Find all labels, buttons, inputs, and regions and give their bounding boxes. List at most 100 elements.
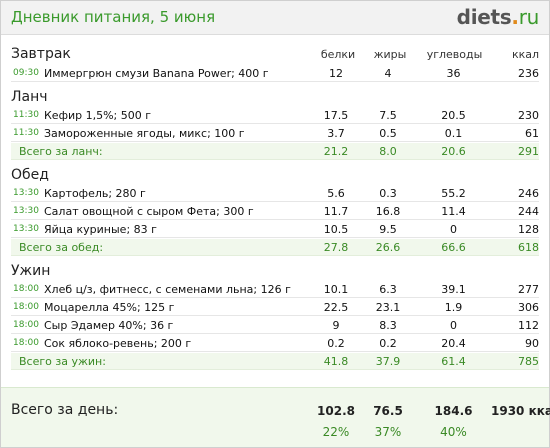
total-label: Всего за ужин:: [19, 355, 106, 368]
row-kcal: 128: [518, 223, 539, 236]
day-total-fat: 76.5: [373, 404, 403, 418]
row-time: 13:30: [13, 188, 39, 198]
row-kcal: 230: [518, 109, 539, 122]
row-protein: 10.1: [323, 283, 349, 296]
total-kcal: 618: [518, 241, 539, 254]
section-title: Ужин: [11, 263, 51, 279]
row-kcal: 236: [518, 67, 539, 80]
total-fat: 26.6: [375, 241, 401, 254]
day-protein-percent: 22%: [322, 425, 350, 439]
section-total-row: Всего за обед: 27.8 26.6 66.6 618: [11, 239, 539, 256]
row-fat: 0.2: [379, 337, 397, 350]
page-title: Дневник питания, 5 июня: [11, 8, 216, 26]
row-name: Сыр Эдамер 40%; 36 г: [44, 319, 174, 332]
day-total-carbs: 184.6: [434, 404, 473, 418]
table-row[interactable]: 18:00 Хлеб ц/з, фитнесс, с семенами льна…: [11, 281, 539, 298]
table-row[interactable]: 13:30 Салат овощной с сыром Фета; 300 г …: [11, 203, 539, 220]
row-protein: 9: [332, 319, 340, 332]
row-carbs: 0: [450, 223, 457, 236]
row-name: Кефир 1,5%; 500 г: [44, 109, 152, 122]
section-title: Завтрак: [11, 46, 71, 62]
row-time: 18:00: [13, 320, 39, 330]
row-name: Моцарелла 45%; 125 г: [44, 301, 175, 314]
row-time: 18:00: [13, 284, 39, 294]
section-total-row: Всего за ланч: 21.2 8.0 20.6 291: [11, 143, 539, 160]
total-protein: 21.2: [323, 145, 349, 158]
row-kcal: 306: [518, 301, 539, 314]
total-carbs: 66.6: [441, 241, 466, 254]
row-protein: 17.5: [323, 109, 349, 122]
col-kcal: ккал: [511, 48, 539, 61]
day-total-kcal: 1930 ккал: [491, 404, 550, 418]
row-name: Картофель; 280 г: [44, 187, 146, 200]
total-protein: 27.8: [323, 241, 349, 254]
total-kcal: 785: [518, 355, 539, 368]
day-total-panel: Всего за день: 102.8 76.5 184.6 1930 кка…: [1, 387, 550, 447]
row-fat: 4: [384, 67, 392, 80]
table-row[interactable]: 18:00 Сыр Эдамер 40%; 36 г 9 8.3 0 112: [11, 317, 539, 334]
total-label: Всего за обед:: [19, 241, 104, 254]
row-kcal: 112: [518, 319, 539, 332]
row-protein: 22.5: [323, 301, 349, 314]
row-carbs: 20.4: [441, 337, 466, 350]
row-fat: 9.5: [379, 223, 397, 236]
row-kcal: 244: [518, 205, 539, 218]
table-row[interactable]: 18:00 Моцарелла 45%; 125 г 22.5 23.1 1.9…: [11, 299, 539, 316]
section-title: Обед: [11, 167, 49, 183]
table-row[interactable]: 11:30 Замороженные ягоды, микс; 100 г 3.…: [11, 125, 539, 142]
row-fat: 0.5: [379, 127, 397, 140]
row-carbs: 39.1: [441, 283, 466, 296]
row-name: Салат овощной с сыром Фета; 300 г: [44, 205, 254, 218]
section-total-row: Всего за ужин: 41.8 37.9 61.4 785: [11, 353, 539, 370]
row-time: 18:00: [13, 302, 39, 312]
row-kcal: 246: [518, 187, 539, 200]
table-row[interactable]: 09:30 Иммергрюн смузи Banana Power; 400 …: [11, 65, 539, 82]
table-row[interactable]: 13:30 Яйца куриные; 83 г 10.5 9.5 0 128: [11, 221, 539, 238]
row-kcal: 277: [518, 283, 539, 296]
row-protein: 11.7: [323, 205, 349, 218]
total-fat: 8.0: [379, 145, 397, 158]
day-total-protein: 102.8: [317, 404, 355, 418]
total-label: Всего за ланч:: [19, 145, 103, 158]
row-kcal: 61: [525, 127, 539, 140]
total-kcal: 291: [518, 145, 539, 158]
row-carbs: 0.1: [444, 127, 463, 140]
table-row[interactable]: 11:30 Кефир 1,5%; 500 г 17.5 7.5 20.5 23…: [11, 107, 539, 124]
row-protein: 0.2: [327, 337, 345, 350]
row-fat: 16.8: [375, 205, 401, 218]
row-carbs: 0: [450, 319, 457, 332]
row-name: Замороженные ягоды, микс; 100 г: [44, 127, 245, 140]
row-protein: 5.6: [327, 187, 345, 200]
row-name: Сок яблоко-ревень; 200 г: [44, 337, 192, 350]
row-protein: 12: [329, 67, 343, 80]
row-carbs: 1.9: [444, 301, 463, 314]
table-row[interactable]: 18:00 Сок яблоко-ревень; 200 г 0.2 0.2 2…: [11, 335, 539, 352]
total-fat: 37.9: [375, 355, 401, 368]
row-time: 11:30: [13, 128, 39, 138]
row-time: 18:00: [13, 338, 39, 348]
row-name: Иммергрюн смузи Banana Power; 400 г: [44, 67, 269, 80]
site-logo[interactable]: diets.ru: [456, 5, 540, 29]
row-carbs: 36: [446, 67, 461, 80]
row-carbs: 55.2: [441, 187, 466, 200]
row-carbs: 20.5: [441, 109, 466, 122]
header-bar: Дневник питания, 5 июня diets.ru: [1, 1, 549, 35]
day-total-label: Всего за день:: [11, 402, 119, 418]
row-name: Яйца куриные; 83 г: [44, 223, 157, 236]
row-fat: 23.1: [375, 301, 401, 314]
col-protein: белки: [320, 48, 356, 61]
day-carbs-percent: 40%: [440, 425, 467, 439]
row-carbs: 11.4: [441, 205, 466, 218]
row-protein: 10.5: [323, 223, 349, 236]
total-carbs: 20.6: [441, 145, 466, 158]
table-row[interactable]: 13:30 Картофель; 280 г 5.6 0.3 55.2 246: [11, 185, 539, 202]
row-protein: 3.7: [327, 127, 345, 140]
row-time: 13:30: [13, 224, 39, 234]
col-fat: жиры: [373, 48, 407, 61]
row-name: Хлеб ц/з, фитнесс, с семенами льна; 126 …: [44, 283, 291, 296]
row-fat: 8.3: [379, 319, 397, 332]
day-fat-percent: 37%: [374, 425, 402, 439]
row-fat: 0.3: [379, 187, 397, 200]
total-protein: 41.8: [323, 355, 349, 368]
